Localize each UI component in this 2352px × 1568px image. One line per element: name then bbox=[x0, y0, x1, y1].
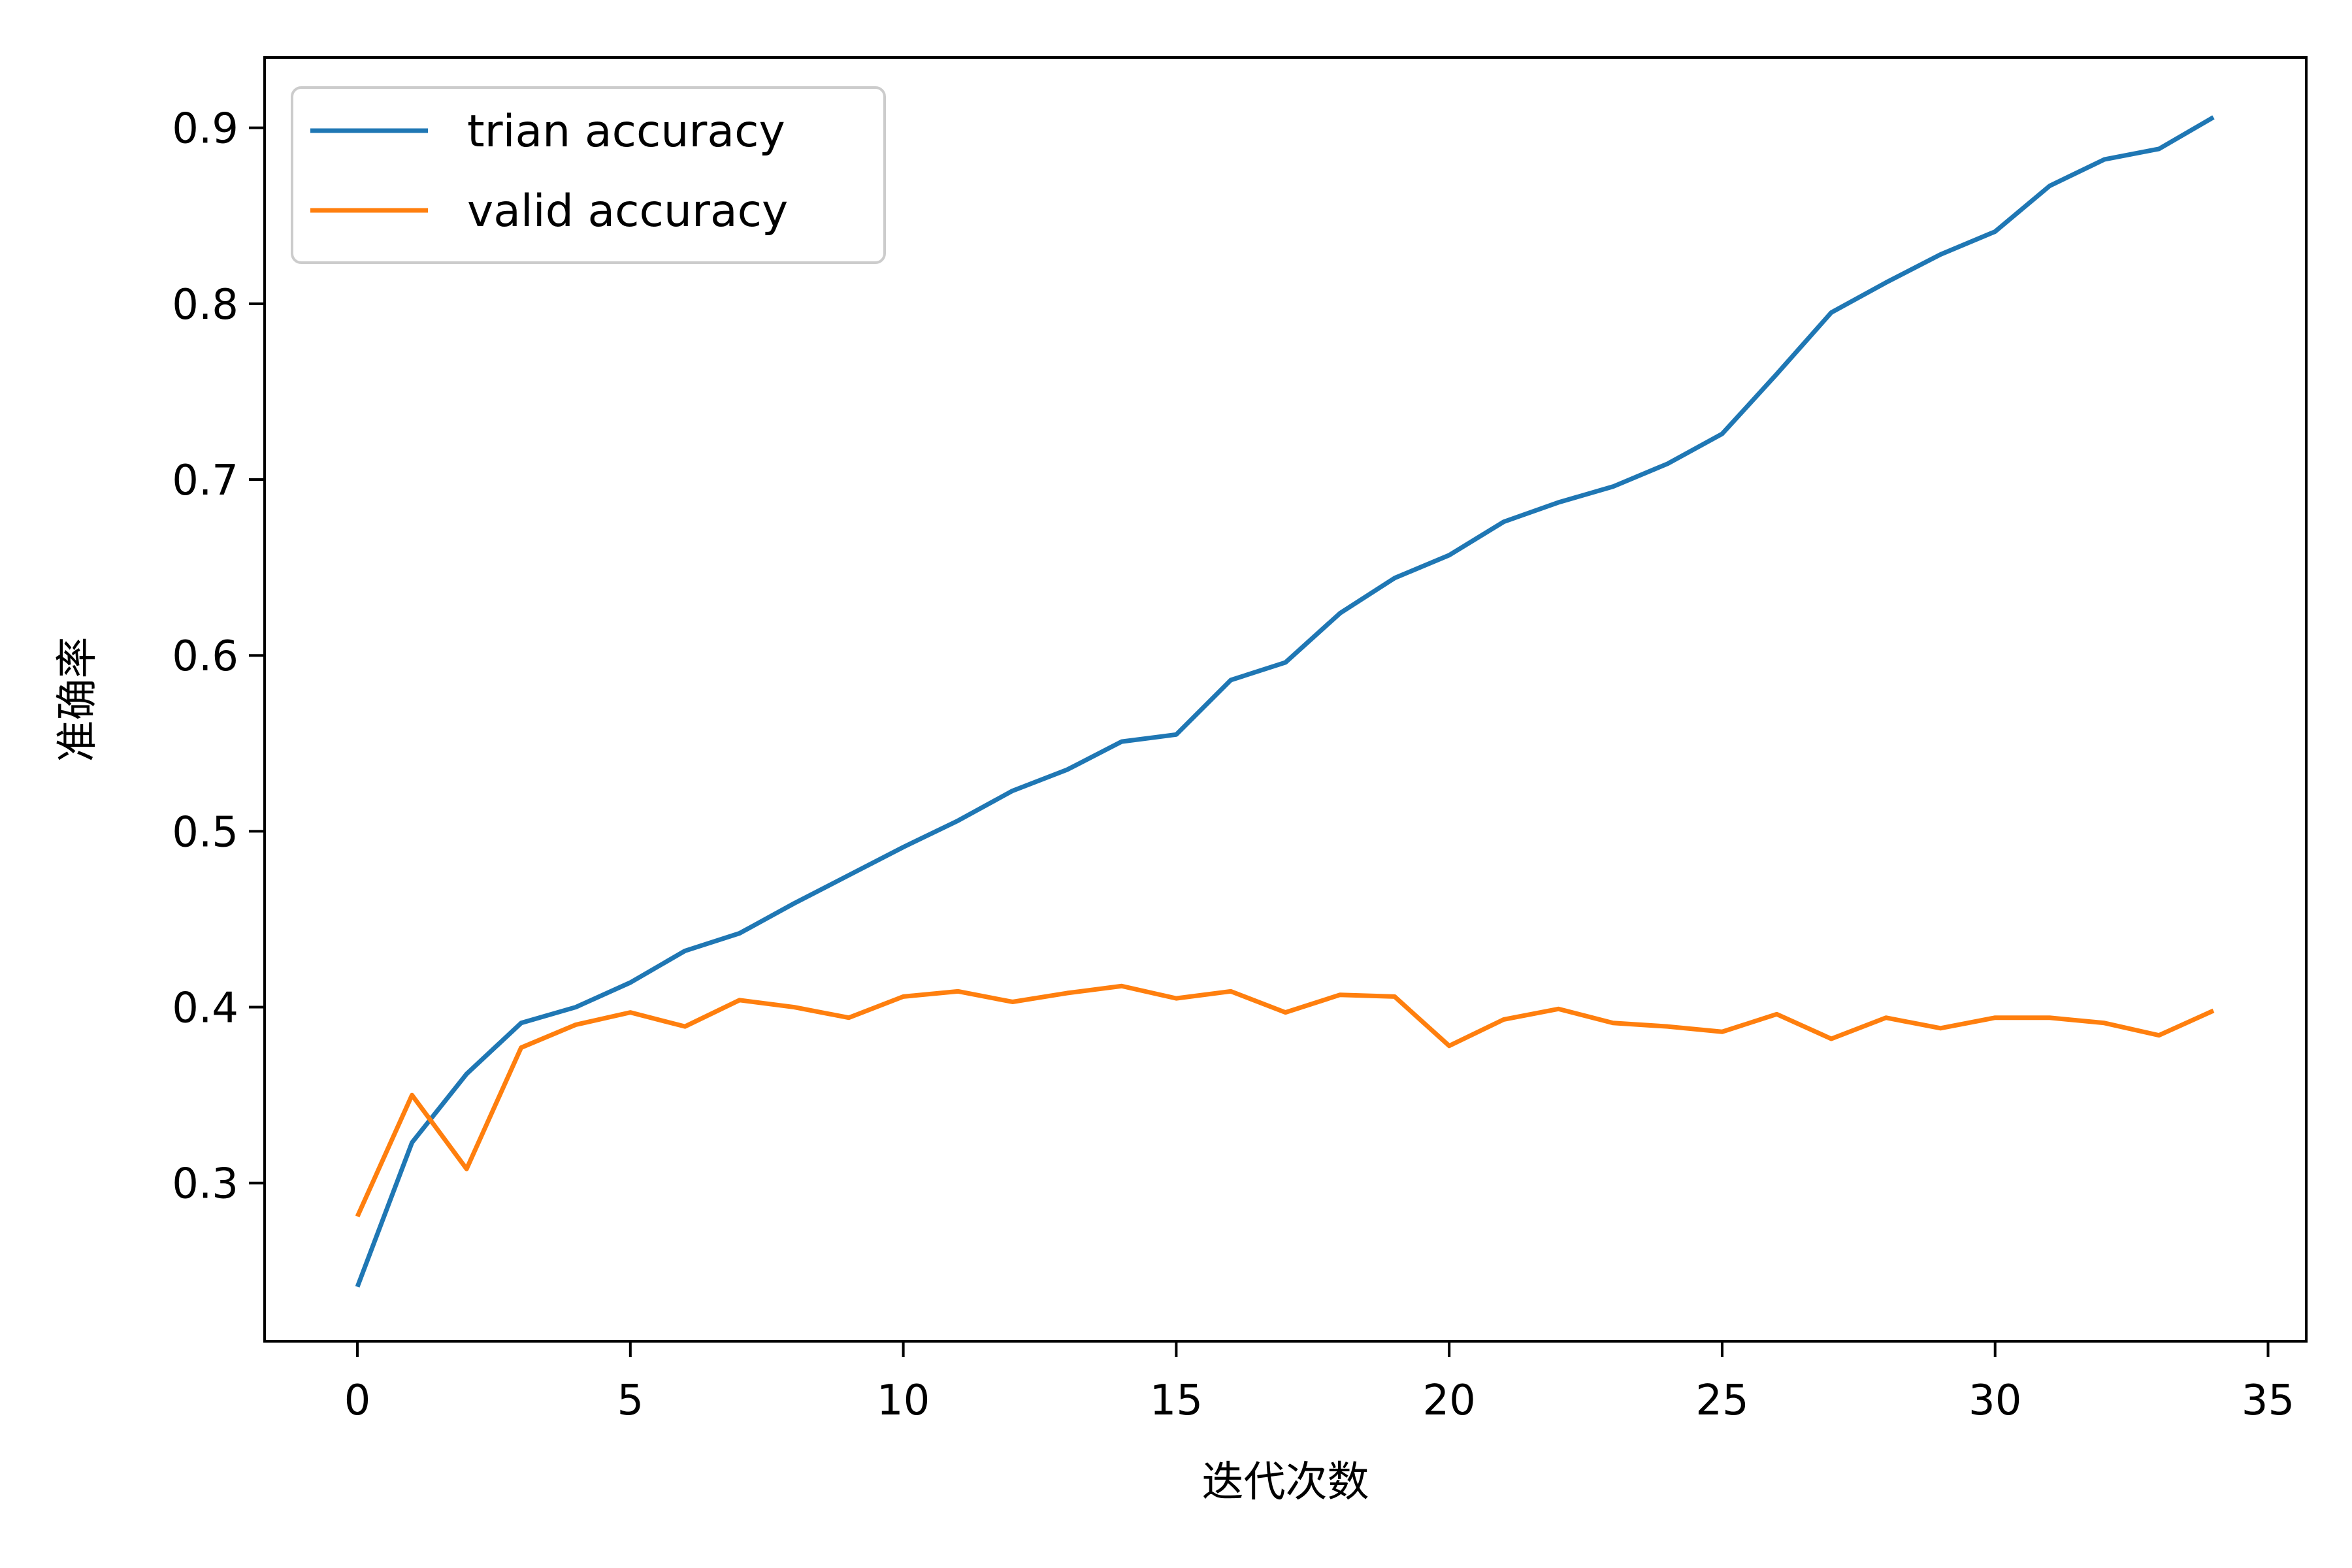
series-layer bbox=[355, 115, 2215, 1288]
x-tick-label: 5 bbox=[617, 1377, 644, 1425]
y-tick-label: 0.9 bbox=[172, 105, 238, 154]
x-tick-label: 35 bbox=[2242, 1377, 2295, 1425]
y-tick-label: 0.4 bbox=[172, 985, 238, 1033]
y-tick-label: 0.5 bbox=[172, 808, 238, 857]
x-tick-label: 0 bbox=[344, 1377, 371, 1425]
axis-ticks: 0 5 10 15 20 25 30 35 0.3 0.4 0.5 0.6 0.7 0.8 0.9 bbox=[172, 105, 2295, 1425]
legend-label: trian accuracy bbox=[467, 106, 785, 157]
x-axis-label: 迭代次数 bbox=[1202, 1458, 1369, 1507]
plot-frame bbox=[263, 56, 2308, 1343]
legend-label: valid accuracy bbox=[467, 186, 788, 237]
y-tick-label: 0.7 bbox=[172, 457, 238, 505]
legend-box bbox=[291, 86, 886, 264]
y-tick-label: 0.6 bbox=[172, 632, 238, 681]
x-tick-label: 10 bbox=[877, 1377, 930, 1425]
x-tick-label: 25 bbox=[1695, 1377, 1748, 1425]
y-axis-label: 准确率 bbox=[54, 637, 102, 762]
y-tick-label: 0.3 bbox=[172, 1160, 238, 1209]
series-line-train bbox=[355, 115, 2215, 1288]
legend: trian accuracy valid accuracy bbox=[291, 86, 886, 264]
x-tick-label: 30 bbox=[1968, 1377, 2021, 1425]
x-tick-label: 15 bbox=[1150, 1377, 1203, 1425]
x-tick-label: 20 bbox=[1422, 1377, 1475, 1425]
y-tick-label: 0.8 bbox=[172, 281, 238, 329]
series-line-valid bbox=[355, 983, 2215, 1218]
